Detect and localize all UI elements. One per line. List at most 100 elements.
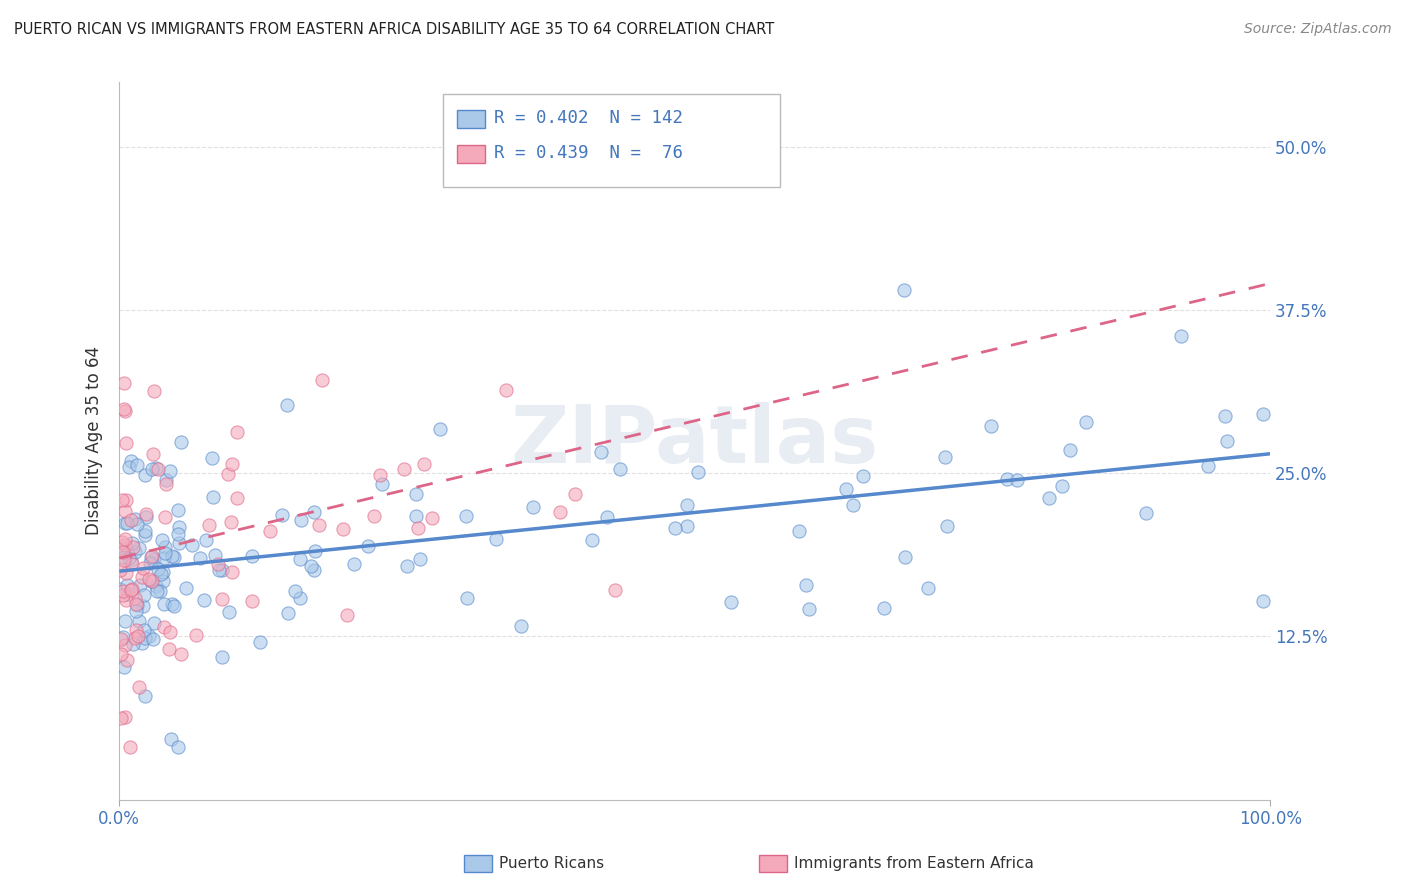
- Point: [117, 460, 139, 475]
- Point: [127, 458, 149, 472]
- Point: [935, 519, 957, 533]
- Point: [676, 498, 699, 512]
- Point: [124, 512, 146, 526]
- Text: R = 0.439  N =  76: R = 0.439 N = 76: [494, 145, 682, 162]
- Point: [153, 597, 176, 611]
- Point: [284, 583, 307, 598]
- Point: [108, 563, 131, 577]
- Point: [135, 507, 157, 521]
- Point: [145, 583, 167, 598]
- Point: [548, 505, 571, 519]
- Point: [112, 630, 135, 644]
- Point: [336, 607, 359, 622]
- Point: [720, 595, 742, 609]
- Point: [114, 710, 136, 724]
- Point: [122, 541, 145, 555]
- Point: [174, 582, 197, 596]
- Point: [110, 711, 132, 725]
- Point: [112, 376, 135, 390]
- Point: [290, 513, 312, 527]
- Point: [193, 592, 215, 607]
- Point: [121, 557, 143, 571]
- Point: [134, 468, 156, 483]
- Point: [835, 482, 858, 496]
- Point: [145, 460, 167, 475]
- Point: [166, 503, 188, 517]
- Point: [304, 505, 326, 519]
- Point: [112, 402, 135, 417]
- Point: [217, 467, 239, 481]
- Point: [225, 491, 247, 505]
- Point: [409, 552, 432, 566]
- Point: [141, 462, 163, 476]
- Point: [125, 604, 148, 618]
- Point: [117, 587, 139, 601]
- Text: Source: ZipAtlas.com: Source: ZipAtlas.com: [1244, 22, 1392, 37]
- Point: [1170, 329, 1192, 343]
- Point: [148, 562, 170, 576]
- Point: [797, 602, 820, 616]
- Point: [150, 533, 173, 547]
- Point: [290, 552, 312, 566]
- Point: [240, 549, 263, 564]
- Point: [1059, 442, 1081, 457]
- Point: [114, 538, 136, 552]
- Point: [111, 493, 134, 508]
- Point: [138, 556, 160, 570]
- Point: [114, 504, 136, 518]
- Point: [167, 520, 190, 534]
- Point: [114, 614, 136, 628]
- Point: [1251, 408, 1274, 422]
- Point: [120, 553, 142, 567]
- Point: [115, 435, 138, 450]
- Point: [143, 384, 166, 399]
- Point: [121, 536, 143, 550]
- Point: [211, 592, 233, 607]
- Point: [219, 515, 242, 529]
- Point: [153, 550, 176, 565]
- Point: [114, 566, 136, 580]
- Point: [152, 619, 174, 633]
- Point: [124, 597, 146, 611]
- Point: [155, 509, 177, 524]
- Point: [159, 464, 181, 478]
- Point: [157, 642, 180, 657]
- Point: [405, 487, 427, 501]
- Point: [277, 606, 299, 620]
- Point: [304, 544, 326, 558]
- Point: [787, 524, 810, 539]
- Point: [134, 524, 156, 538]
- Text: Puerto Ricans: Puerto Ricans: [499, 856, 605, 871]
- Text: Immigrants from Eastern Africa: Immigrants from Eastern Africa: [794, 856, 1035, 871]
- Point: [138, 629, 160, 643]
- Text: ZIPatlas: ZIPatlas: [510, 401, 879, 480]
- Point: [207, 557, 229, 571]
- Point: [153, 546, 176, 560]
- Point: [149, 584, 172, 599]
- Point: [131, 569, 153, 583]
- Point: [125, 599, 148, 613]
- Point: [363, 508, 385, 523]
- Point: [893, 284, 915, 298]
- Point: [370, 476, 392, 491]
- Point: [128, 541, 150, 556]
- Point: [143, 551, 166, 566]
- Point: [596, 509, 619, 524]
- Point: [221, 565, 243, 579]
- Point: [124, 545, 146, 559]
- Point: [134, 588, 156, 602]
- Point: [127, 629, 149, 643]
- Point: [454, 509, 477, 524]
- Point: [131, 599, 153, 613]
- Point: [145, 579, 167, 593]
- Point: [980, 418, 1002, 433]
- Point: [794, 578, 817, 592]
- Point: [308, 517, 330, 532]
- Point: [114, 533, 136, 547]
- Point: [456, 591, 478, 605]
- Point: [108, 582, 131, 597]
- Point: [288, 591, 311, 606]
- Point: [134, 631, 156, 645]
- Point: [160, 549, 183, 564]
- Point: [114, 492, 136, 507]
